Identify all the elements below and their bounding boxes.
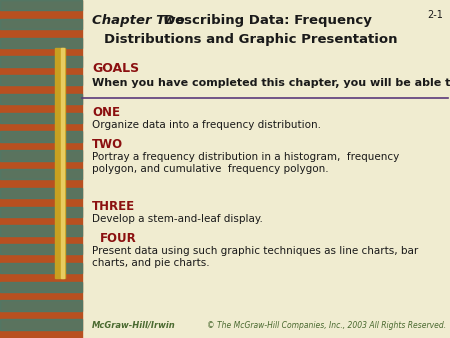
Bar (0, 300, 82, 311)
Bar (0, 75, 82, 86)
Bar (0, 38, 82, 48)
Text: Develop a stem-and-leaf display.: Develop a stem-and-leaf display. (92, 214, 263, 224)
Text: McGraw-Hill/Irwin: McGraw-Hill/Irwin (92, 321, 176, 330)
Bar (60, 48, 63, 278)
Text: Distributions and Graphic Presentation: Distributions and Graphic Presentation (104, 33, 397, 46)
Bar (0, 56, 82, 67)
Bar (0, 263, 82, 273)
Text: ONE: ONE (92, 106, 120, 119)
Text: Organize data into a frequency distribution.: Organize data into a frequency distribut… (92, 120, 321, 130)
Text: Present data using such graphic techniques as line charts, bar
charts, and pie c: Present data using such graphic techniqu… (92, 246, 418, 268)
Bar (0, 150, 82, 161)
Bar (0, 94, 82, 104)
Text: THREE: THREE (92, 200, 135, 213)
Bar (0, 225, 82, 236)
Bar (0, 0, 82, 338)
Bar (0, 113, 82, 123)
Bar (0, 188, 82, 198)
Bar (55, 48, 65, 278)
Bar (0, 169, 82, 179)
Text: 2-1: 2-1 (427, 10, 443, 20)
Text: Describing Data: Frequency: Describing Data: Frequency (164, 14, 372, 27)
Text: Portray a frequency distribution in a histogram,  frequency
polygon, and cumulat: Portray a frequency distribution in a hi… (92, 152, 399, 174)
Bar (0, 207, 82, 217)
Text: GOALS: GOALS (92, 62, 139, 75)
Text: TWO: TWO (92, 138, 123, 151)
Bar (0, 131, 82, 142)
Bar (0, 319, 82, 330)
Bar (0, 244, 82, 255)
Bar (0, 0, 82, 10)
Text: © The McGraw-Hill Companies, Inc., 2003 All Rights Reserved.: © The McGraw-Hill Companies, Inc., 2003 … (207, 321, 446, 330)
Text: When you have completed this chapter, you will be able to:: When you have completed this chapter, yo… (92, 78, 450, 88)
Bar (0, 282, 82, 292)
Text: FOUR: FOUR (100, 232, 137, 245)
Text: Chapter Two: Chapter Two (92, 14, 184, 27)
Bar (0, 19, 82, 29)
